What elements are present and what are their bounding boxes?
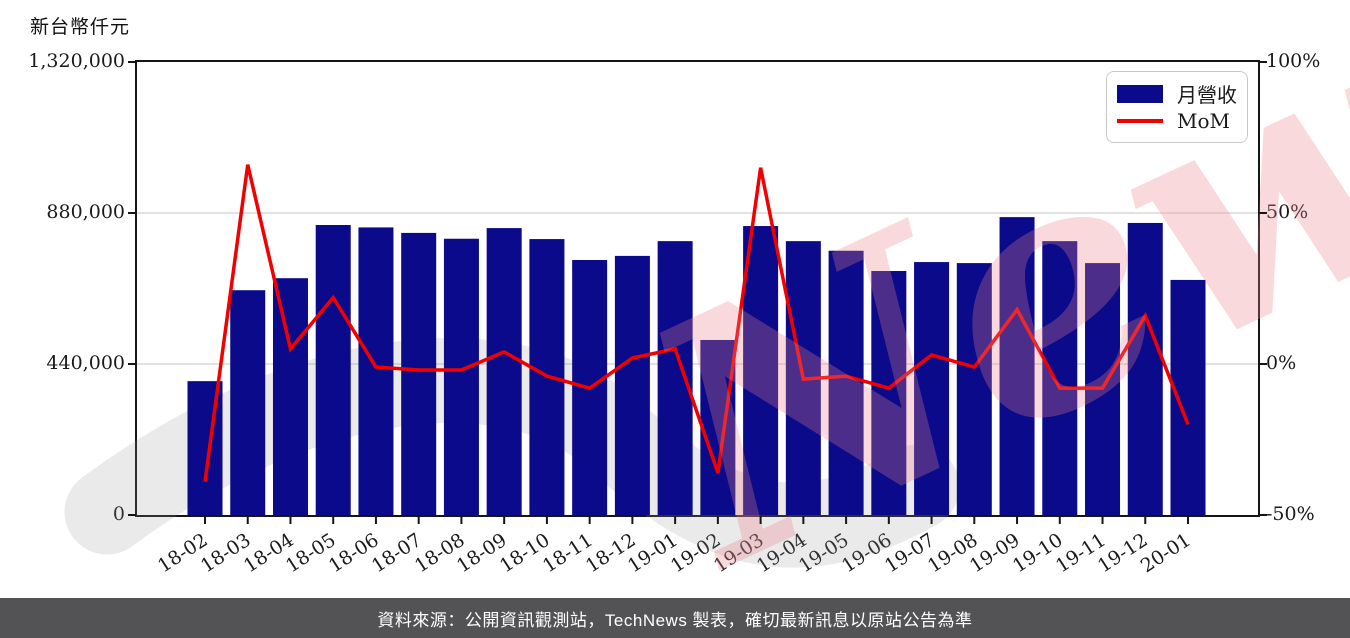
legend-bar-label: 月營收: [1177, 83, 1237, 107]
revenue-bar: [871, 270, 907, 515]
left-axis-tick-label: 1,320,000: [28, 50, 125, 72]
left-axis-tick-label: 880,000: [46, 201, 125, 223]
revenue-bar: [614, 255, 650, 516]
right-axis-tick-label: 50%: [1266, 201, 1309, 223]
x-axis-tick-label: 18-07: [367, 529, 426, 578]
revenue-bar: [956, 263, 992, 515]
legend: 月營收 MoM: [1106, 71, 1248, 143]
x-axis-tick-label: 18-11: [538, 529, 597, 578]
mom-line: [203, 164, 1190, 483]
right-axis-tick-label: 0%: [1266, 352, 1297, 374]
revenue-bar: [358, 227, 394, 515]
legend-line-label: MoM: [1177, 108, 1230, 133]
right-axis-tick-label: 100%: [1266, 50, 1321, 72]
legend-row-revenue: 月營收: [1117, 80, 1237, 107]
left-axis-tick-label: 440,000: [46, 352, 125, 374]
revenue-bar: [315, 225, 351, 516]
source-footer-text: 資料來源：公開資訊觀測站，TechNews 製表，確切最新訊息以原站公告為準: [377, 610, 973, 630]
revenue-bar: [443, 238, 479, 515]
revenue-bar: [1042, 241, 1078, 515]
legend-line-swatch: [1117, 118, 1163, 123]
plot-area: News 月營收 MoM: [64, 0, 1350, 638]
y-axis-title: 新台幣仟元: [30, 16, 131, 38]
revenue-bar: [272, 278, 308, 515]
x-axis-tick-label: 20-01: [1137, 529, 1195, 578]
revenue-bar: [828, 250, 864, 515]
revenue-bar: [700, 339, 736, 515]
left-axis-tick-label: 0: [112, 503, 125, 525]
x-axis-tick-label: 18-03: [196, 529, 255, 578]
revenue-bar: [486, 228, 522, 515]
revenue-bar: [1127, 222, 1163, 515]
revenue-bar: [743, 226, 779, 516]
right-axis-tick-label: -50%: [1266, 503, 1315, 525]
revenue-bar: [230, 290, 266, 515]
legend-bar-swatch: [1117, 84, 1163, 103]
legend-row-mom: MoM: [1117, 107, 1235, 134]
revenue-bar: [999, 217, 1035, 516]
revenue-bar: [914, 262, 950, 515]
chart-canvas: News: [64, 0, 1350, 638]
revenue-bar: [401, 232, 437, 515]
source-footer: 資料來源：公開資訊觀測站，TechNews 製表，確切最新訊息以原站公告為準: [0, 598, 1350, 638]
